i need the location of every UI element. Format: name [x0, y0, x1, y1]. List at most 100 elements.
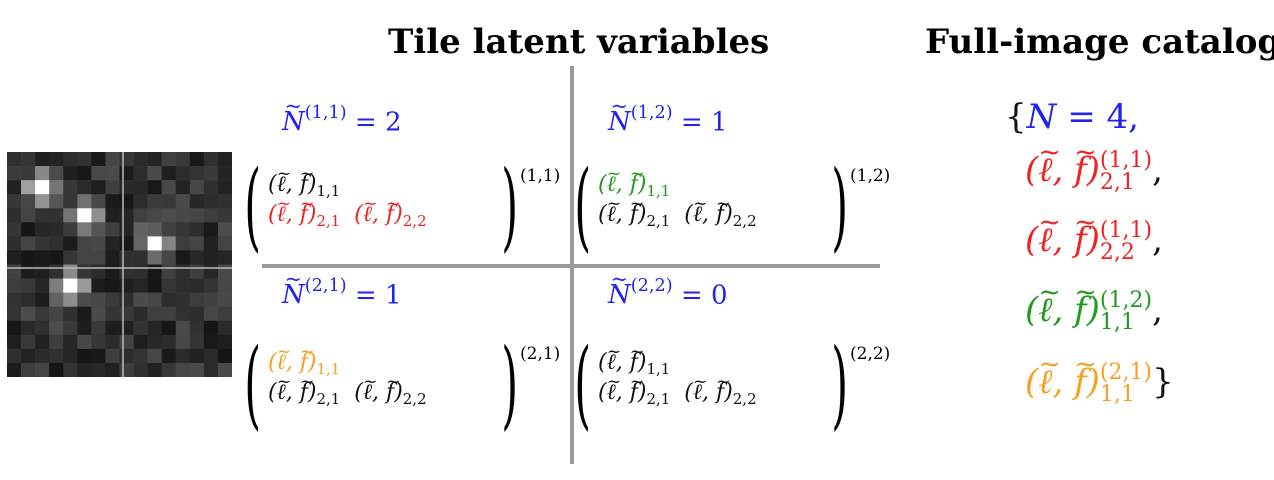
sky-pixel: [189, 362, 205, 377]
sky-pixel: [21, 250, 36, 265]
sky-pixel: [189, 208, 205, 223]
sky-pixel: [77, 264, 92, 279]
sky-pixel: [35, 222, 50, 237]
sky-pixel: [175, 348, 191, 364]
sky-pixel: [203, 166, 219, 181]
sky-pixel: [203, 152, 219, 167]
sky-pixel: [133, 292, 148, 307]
sky-pixel: [133, 208, 148, 223]
sky-pixel: [147, 250, 162, 265]
sky-pixel: [161, 334, 177, 350]
sky-pixel: [147, 194, 162, 209]
sky-pixel: [217, 166, 232, 181]
sky-pixel: [49, 306, 64, 322]
sky-pixel: [63, 222, 78, 237]
sky-pixel: [105, 180, 120, 195]
sky-pixel: [133, 250, 148, 265]
sky-pixel: [21, 292, 36, 307]
sky-pixel: [147, 222, 162, 237]
sky-pixel: [147, 152, 162, 167]
sky-pixel: [147, 292, 162, 307]
sky-pixel: [63, 166, 78, 181]
sky-pixel: [35, 334, 50, 350]
sky-pixel: [147, 348, 162, 364]
tile-1-1-count: N(1,1) = 2: [282, 94, 402, 137]
sky-pixel: [147, 166, 162, 181]
sky-pixel: [35, 152, 50, 167]
sky-pixel: [91, 222, 106, 237]
sky-pixel: [77, 166, 92, 181]
sky-pixel: [35, 362, 50, 377]
sky-pixel: [133, 278, 148, 293]
sky-pixel: [217, 306, 232, 322]
sky-pixel: [203, 334, 219, 350]
sky-pixel: [189, 236, 205, 251]
sky-pixel: [77, 292, 92, 307]
sky-pixel: [189, 180, 205, 195]
sky-pixel: [217, 152, 232, 167]
sky-pixel: [217, 236, 232, 251]
sky-pixel: [217, 362, 232, 377]
sky-pixel: [133, 334, 148, 350]
sky-pixel: [77, 278, 92, 293]
sky-pixel: [105, 250, 120, 265]
sky-pixel: [21, 320, 36, 336]
close-paren: ): [831, 328, 849, 440]
sky-pixel: [175, 292, 191, 307]
sky-pixel: [203, 194, 219, 209]
sky-pixel: [21, 278, 36, 293]
sky-pixel: [203, 306, 219, 322]
sky-pixel: [7, 236, 22, 251]
sky-pixel: [189, 306, 205, 322]
sky-pixel: [161, 208, 177, 223]
sky-pixel: [119, 362, 134, 377]
tile-2-2-row-2: (ℓ, f)2,1 (ℓ, f)2,2: [598, 367, 757, 414]
tile-2-1-count: N(2,1) = 1: [282, 267, 402, 310]
sky-pixel: [175, 208, 191, 223]
sky-pixel: [147, 264, 162, 279]
sky-pixel: [35, 250, 50, 265]
sky-pixel: [77, 362, 92, 377]
sky-pixel: [91, 348, 106, 364]
sky-pixel: [7, 222, 22, 237]
sky-pixel: [133, 166, 148, 181]
sky-pixel: [189, 250, 205, 265]
tile-1-2-row-1: (ℓ, f)1,1: [598, 159, 670, 206]
sky-pixel: [21, 306, 36, 322]
sky-pixel: [63, 292, 78, 307]
sky-pixel: [147, 334, 162, 350]
sky-pixel: [7, 152, 22, 167]
sky-pixel: [217, 320, 232, 336]
sky-pixel: [217, 208, 232, 223]
sky-pixel: [161, 320, 177, 336]
sky-pixel: [189, 348, 205, 364]
sky-pixel: [119, 348, 134, 364]
sky-pixel: [91, 334, 106, 350]
sky-pixel: [203, 222, 219, 237]
sky-pixel: [119, 152, 134, 167]
tile-2-1-index: (2,1): [520, 344, 561, 364]
sky-pixel: [49, 264, 64, 279]
sky-pixel: [49, 334, 64, 350]
sky-pixel: [189, 166, 205, 181]
sky-pixel: [175, 278, 191, 293]
tile-2-2-index: (2,2): [850, 344, 891, 364]
sky-pixel: [91, 194, 106, 209]
sky-pixel: [105, 348, 120, 364]
sky-pixel: [161, 264, 177, 279]
sky-pixel: [91, 292, 106, 307]
sky-pixel: [35, 320, 50, 336]
sky-pixel: [49, 278, 64, 293]
sky-pixel: [21, 194, 36, 209]
sky-pixel: [7, 208, 22, 223]
sky-pixel: [21, 180, 36, 195]
sky-pixel: [105, 208, 120, 223]
sky-pixel: [203, 264, 219, 279]
tile-latent-title: Tile latent variables: [388, 22, 770, 62]
sky-pixel: [21, 208, 36, 223]
sky-image: [7, 152, 232, 377]
sky-pixel: [217, 334, 232, 350]
tile-1-1-row-2: (ℓ, f)2,1 (ℓ, f)2,2: [268, 189, 427, 236]
sky-pixel: [49, 236, 64, 251]
sky-pixel: [147, 278, 162, 293]
